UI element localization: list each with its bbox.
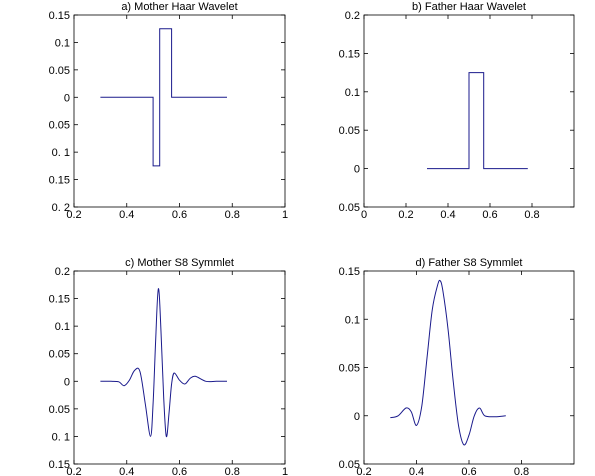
axes-frame xyxy=(73,14,286,208)
series-line xyxy=(100,28,227,167)
y-tick-label: 0 xyxy=(354,411,360,423)
axes-frame xyxy=(363,14,575,208)
y-tick-label: 0. 1 xyxy=(52,147,70,159)
y-tick-label: 0 xyxy=(64,376,70,388)
x-tick-label: 0.6 xyxy=(172,209,187,221)
y-tick-label: 0.05 xyxy=(339,125,360,137)
x-tick-label: 1 xyxy=(282,466,288,476)
x-tick-label: 0.2 xyxy=(398,209,413,221)
y-tick-label: 0.05 xyxy=(49,65,70,77)
x-tick-label: 1 xyxy=(282,209,288,221)
y-tick-label: 0.15 xyxy=(339,48,360,60)
chart-title: b) Father Haar Wavelet xyxy=(412,1,526,13)
chart-title: a) Mother Haar Wavelet xyxy=(121,1,237,13)
x-tick-label: 0.4 xyxy=(440,209,455,221)
x-tick-label: 0.6 xyxy=(461,466,476,476)
series-line xyxy=(100,288,227,438)
x-tick-label: 0.8 xyxy=(524,209,539,221)
chart-title: d) Father S8 Symmlet xyxy=(416,257,523,269)
x-tick-label: 0.6 xyxy=(172,466,187,476)
y-tick-label: 0.1 xyxy=(55,37,70,49)
y-tick-label: 0.15 xyxy=(49,459,70,471)
y-tick-label: 0.15 xyxy=(49,175,70,187)
x-tick-label: 0 xyxy=(361,209,367,221)
y-tick-label: 0. 2 xyxy=(52,202,70,214)
subplot-1: a) Mother Haar Wavelet 0.2 0.4 0.6 0.8 1 0.15 0… xyxy=(49,1,288,221)
x-tick-label: 0.2 xyxy=(66,466,81,476)
y-tick-label: 0.2 xyxy=(55,266,70,278)
y-tick-label: 0.15 xyxy=(339,266,360,278)
x-tick-label: 0.2 xyxy=(66,209,81,221)
x-tick-label: 0.4 xyxy=(119,466,134,476)
y-tick-label: 0.15 xyxy=(49,294,70,306)
x-tick-label: 0.8 xyxy=(514,466,529,476)
y-tick-label: 0.05 xyxy=(339,202,360,214)
x-tick-label: 0.8 xyxy=(225,466,240,476)
y-tick-label: 0 xyxy=(64,92,70,104)
y-tick-label: 0. 1 xyxy=(52,431,70,443)
y-tick-label: 0.1 xyxy=(345,314,360,326)
y-tick-label: 0.1 xyxy=(345,87,360,99)
y-tick-label: 0.05 xyxy=(49,404,70,416)
y-tick-label: 0 xyxy=(354,164,360,176)
y-tick-label: 0.05 xyxy=(339,459,360,471)
y-tick-label: 0.2 xyxy=(345,10,360,22)
y-tick-label: 0.05 xyxy=(49,120,70,132)
x-tick-label: 0.2 xyxy=(356,466,371,476)
y-tick-label: 0.1 xyxy=(55,321,70,333)
axes-frame xyxy=(73,270,286,465)
subplot-4: d) Father S8 Symmlet 0.2 0.4 0.6 0.8 0.15 0.1 0… xyxy=(339,257,575,476)
chart-title: c) Mother S8 Symmlet xyxy=(125,257,234,269)
y-tick-label: 0.05 xyxy=(49,349,70,361)
y-tick-label: 0.15 xyxy=(49,10,70,22)
x-tick-label: 0.8 xyxy=(225,209,240,221)
x-tick-label: 0.6 xyxy=(482,209,497,221)
series-line xyxy=(390,279,506,446)
series-line xyxy=(427,72,528,170)
x-tick-label: 0.4 xyxy=(409,466,424,476)
y-tick-label: 0.05 xyxy=(339,363,360,375)
subplot-2: b) Father Haar Wavelet 0 0.2 0.4 0.6 0.8 0.2 0.… xyxy=(339,1,575,221)
x-tick-label: 0.4 xyxy=(119,209,134,221)
